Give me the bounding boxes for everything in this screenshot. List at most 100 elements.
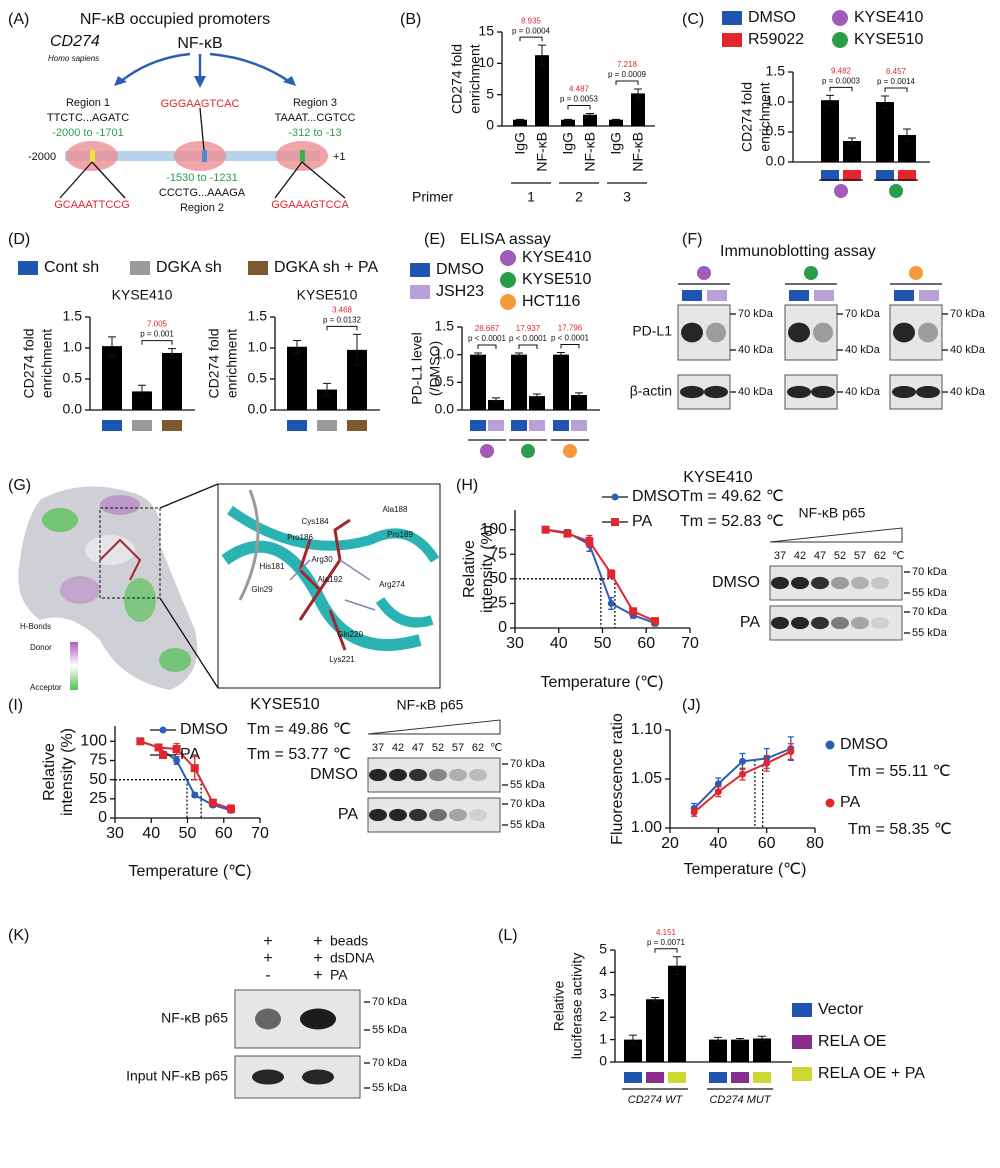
- panel-label: (D): [8, 231, 30, 248]
- comparison-bracket: [567, 104, 591, 110]
- y-axis-label: intensity (%): [59, 728, 76, 816]
- y-tick-label: 5: [486, 85, 494, 101]
- y-axis-label: CD274 fold: [21, 328, 37, 398]
- tm-label: Tm = 49.62 ℃: [680, 488, 784, 505]
- binding-site: GGGAAGTCAC: [161, 98, 240, 110]
- fold-change: 8.935: [521, 16, 542, 25]
- marker-label: 55 kDa: [372, 1082, 408, 1094]
- x-tick-label: 80: [806, 835, 824, 852]
- legend-label: DMSO: [436, 261, 484, 278]
- y-tick-label: 50: [89, 771, 107, 788]
- marker-label: 55 kDa: [912, 627, 948, 639]
- surface-patch: [100, 495, 140, 515]
- treatment-key: [789, 290, 809, 301]
- bar: [583, 114, 597, 126]
- legend-label: PA: [840, 794, 860, 811]
- comparison-bracket: [615, 80, 639, 86]
- p-value: p = 0.0071: [647, 938, 686, 947]
- blot-band: [300, 1008, 336, 1030]
- marker-label: 70 kDa: [950, 308, 986, 320]
- y-tick-label: 0.0: [248, 401, 268, 417]
- legend-label: PA: [632, 513, 652, 530]
- error-bar: [353, 333, 361, 366]
- bar: [553, 354, 569, 410]
- comparison-bracket: [326, 325, 358, 331]
- x-tick-label: 30: [106, 825, 124, 842]
- legend-label: DMSO: [840, 736, 888, 753]
- fold-change: 17.796: [558, 324, 583, 333]
- blot-band: [791, 616, 809, 630]
- y-axis-label: CD274 fold: [739, 82, 755, 152]
- bar: [317, 389, 337, 410]
- error-bar: [474, 352, 482, 357]
- connector: [59, 161, 93, 199]
- marker-label: 55 kDa: [372, 1024, 408, 1036]
- tm-label: Tm = 53.77 ℃: [247, 746, 351, 763]
- point: [690, 808, 698, 816]
- x-tick-label: 40: [550, 635, 568, 652]
- panel-label: (B): [400, 11, 421, 28]
- error-bar: [736, 1037, 744, 1042]
- row-label: Input NF-κB p65: [126, 1068, 228, 1084]
- point: [563, 529, 572, 538]
- blot-band: [771, 576, 789, 590]
- legend-swatch: [722, 11, 742, 25]
- point: [607, 599, 615, 607]
- legend-label: HCT116: [522, 293, 580, 310]
- row-label: DMSO: [310, 766, 358, 783]
- row-label: PA: [740, 614, 760, 631]
- blot-title: NF-κB p65: [397, 697, 464, 713]
- error-bar: [758, 1035, 766, 1042]
- y-axis-label: enrichment: [39, 329, 55, 398]
- error-bar: [564, 118, 572, 121]
- bar: [511, 354, 527, 410]
- y-tick-label: 0.0: [435, 401, 455, 417]
- error-bar: [826, 94, 834, 106]
- marker-label: 70 kDa: [372, 1057, 408, 1069]
- error-bar: [492, 397, 500, 403]
- error-bar: [848, 137, 856, 145]
- point: [172, 745, 181, 753]
- cell-key: [909, 266, 923, 280]
- tm-label: Tm = 58.35 ℃: [848, 821, 952, 838]
- x-tick-label: 40: [142, 825, 160, 842]
- bar: [513, 119, 527, 126]
- error-bar: [903, 128, 911, 142]
- legend-marker: [159, 726, 167, 734]
- tm-label: Tm = 52.83 ℃: [680, 513, 784, 530]
- blot-band: [469, 768, 487, 782]
- series-key: [876, 170, 894, 181]
- y-tick-label: 0.0: [766, 153, 786, 169]
- lane-label: 62: [472, 742, 484, 754]
- gene: CD274: [50, 33, 100, 50]
- lane-label: 52: [432, 742, 444, 754]
- panel-label: (A): [8, 11, 29, 28]
- bar: [488, 400, 504, 410]
- series-key: [843, 170, 861, 181]
- blot-band: [409, 768, 427, 782]
- error-bar: [634, 88, 642, 99]
- error-bar: [586, 112, 594, 117]
- protein-surface: [18, 486, 198, 690]
- bar-label: NF-κB: [630, 132, 646, 172]
- y-axis-label: Fluorescence ratio: [609, 713, 626, 845]
- y-tick-label: 0.5: [63, 370, 83, 386]
- blot-band: [916, 385, 940, 399]
- marker-label: 70 kDa: [372, 996, 408, 1008]
- error-bar: [673, 956, 681, 976]
- blot-band: [851, 616, 869, 630]
- legend-label: DMSO: [748, 9, 796, 26]
- series-key: [511, 420, 527, 431]
- zoom-line: [159, 483, 219, 509]
- y-axis-label: enrichment: [757, 82, 773, 151]
- legend-swatch: [722, 33, 742, 47]
- residue-label: Pro186: [287, 533, 313, 542]
- error-bar: [515, 352, 523, 357]
- y-axis-label: enrichment: [467, 44, 483, 113]
- y-tick-label: 10: [478, 54, 494, 70]
- y-axis-label: luciferase activity: [569, 953, 585, 1060]
- lane-label: 37: [774, 550, 786, 562]
- legend-label: KYSE410: [854, 9, 923, 26]
- point: [714, 780, 722, 788]
- y-axis-label: Relative: [41, 743, 58, 801]
